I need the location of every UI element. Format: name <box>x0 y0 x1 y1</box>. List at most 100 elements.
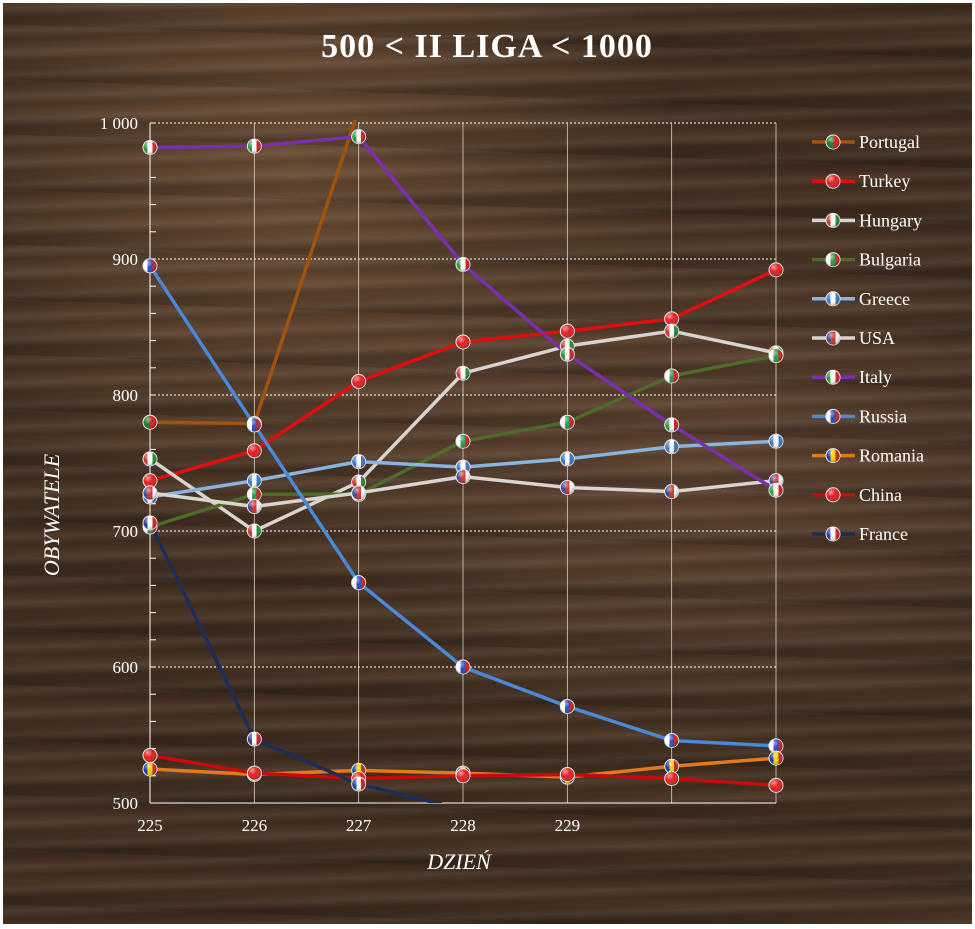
legend-item-hungary[interactable]: Hungary <box>812 210 922 230</box>
data-point-russia[interactable] <box>455 659 471 675</box>
data-point-russia[interactable] <box>664 732 680 748</box>
data-point-russia[interactable] <box>768 738 784 754</box>
legend-flag-icon[interactable] <box>825 173 841 189</box>
legend-label: Bulgaria <box>859 250 921 270</box>
data-point-greece[interactable] <box>664 439 680 455</box>
x-tick-label: 225 <box>137 816 163 835</box>
data-point-russia[interactable] <box>142 258 158 274</box>
legend-item-russia[interactable]: Russia <box>812 406 907 426</box>
legend-item-usa[interactable]: USA <box>812 328 895 348</box>
x-tick-label: 229 <box>555 816 581 835</box>
data-point-italy[interactable] <box>455 256 471 272</box>
data-point-hungary[interactable] <box>142 451 158 467</box>
legend-item-china[interactable]: China <box>812 485 902 505</box>
data-point-italy[interactable] <box>142 139 158 155</box>
data-point-portugal[interactable] <box>142 414 158 430</box>
data-point-russia[interactable] <box>559 698 575 714</box>
data-point-bulgaria[interactable] <box>768 348 784 364</box>
legend-label: Russia <box>859 406 907 426</box>
legend-item-greece[interactable]: Greece <box>812 289 910 309</box>
data-point-greece[interactable] <box>559 451 575 467</box>
legend-flag-icon[interactable] <box>825 369 841 385</box>
legend-item-turkey[interactable]: Turkey <box>812 171 910 191</box>
legend-item-france[interactable]: France <box>812 524 908 544</box>
data-point-usa[interactable] <box>455 469 471 485</box>
data-point-usa[interactable] <box>142 485 158 501</box>
legend-flag-icon[interactable] <box>825 134 841 150</box>
data-point-romania[interactable] <box>142 761 158 777</box>
data-point-greece[interactable] <box>351 454 367 470</box>
data-point-bulgaria[interactable] <box>246 486 262 502</box>
x-tick-label: 228 <box>450 816 476 835</box>
data-point-bulgaria[interactable] <box>559 414 575 430</box>
legend-flag-icon[interactable] <box>825 330 841 346</box>
data-point-china[interactable] <box>768 777 784 793</box>
data-point-hungary[interactable] <box>351 474 367 490</box>
data-point-france[interactable] <box>351 776 367 792</box>
x-tick-label: 227 <box>346 816 372 835</box>
data-point-bulgaria[interactable] <box>664 368 680 384</box>
data-point-usa[interactable] <box>246 499 262 515</box>
data-point-russia[interactable] <box>351 575 367 591</box>
data-point-china[interactable] <box>455 768 471 784</box>
legend-label: Turkey <box>859 171 910 191</box>
data-point-hungary[interactable] <box>455 365 471 381</box>
legend-flag-icon[interactable] <box>825 526 841 542</box>
legend-label: Hungary <box>859 210 922 230</box>
legend-label: USA <box>859 328 895 348</box>
data-point-romania[interactable] <box>664 758 680 774</box>
data-point-china[interactable] <box>664 771 680 787</box>
data-point-usa[interactable] <box>559 479 575 495</box>
y-tick-label: 800 <box>113 386 139 405</box>
data-point-turkey[interactable] <box>455 334 471 350</box>
data-point-china[interactable] <box>559 766 575 782</box>
data-point-greece[interactable] <box>246 473 262 489</box>
legend-item-bulgaria[interactable]: Bulgaria <box>812 250 921 270</box>
series-line-france <box>148 522 443 803</box>
x-axis: 225 226 227 228 229 <box>137 802 776 835</box>
data-point-hungary[interactable] <box>664 323 680 339</box>
data-point-italy[interactable] <box>559 346 575 362</box>
legend-flag-icon[interactable] <box>825 212 841 228</box>
data-point-turkey[interactable] <box>768 262 784 278</box>
data-point-usa[interactable] <box>664 484 680 500</box>
data-point-italy[interactable] <box>664 417 680 433</box>
legend-label: China <box>859 485 902 505</box>
data-point-italy[interactable] <box>768 482 784 498</box>
data-point-turkey[interactable] <box>664 311 680 327</box>
data-point-russia[interactable] <box>246 417 262 433</box>
line-chart: 500 < II LIGA < 1000 500 600 700 800 900 1 00… <box>39 28 924 874</box>
x-tick-label: 226 <box>242 816 268 835</box>
legend-label: Greece <box>859 289 910 309</box>
y-tick-label: 1 000 <box>100 114 138 133</box>
x-axis-label: DZIEŃ <box>426 849 492 874</box>
data-point-turkey[interactable] <box>142 473 158 489</box>
legend-flag-icon[interactable] <box>825 487 841 503</box>
y-tick-label: 500 <box>113 794 139 813</box>
y-axis-label: OBYWATELE <box>39 453 64 576</box>
data-point-usa[interactable] <box>351 485 367 501</box>
y-tick-label: 900 <box>113 250 139 269</box>
legend-flag-icon[interactable] <box>825 252 841 268</box>
data-point-france[interactable] <box>246 731 262 747</box>
data-point-france[interactable] <box>142 515 158 531</box>
data-point-china[interactable] <box>246 765 262 781</box>
data-point-italy[interactable] <box>351 129 367 145</box>
legend-item-romania[interactable]: Romania <box>812 446 924 466</box>
data-point-italy[interactable] <box>246 138 262 154</box>
data-point-greece[interactable] <box>768 433 784 449</box>
data-point-romania[interactable] <box>768 750 784 766</box>
legend-flag-icon[interactable] <box>825 291 841 307</box>
legend-item-italy[interactable]: Italy <box>812 367 892 387</box>
legend-flag-icon[interactable] <box>825 448 841 464</box>
data-point-china[interactable] <box>142 747 158 763</box>
legend-label: France <box>859 524 908 544</box>
data-point-turkey[interactable] <box>559 323 575 339</box>
legend-item-portugal[interactable]: Portugal <box>812 132 920 152</box>
data-point-bulgaria[interactable] <box>455 433 471 449</box>
data-point-turkey[interactable] <box>351 373 367 389</box>
data-point-hungary[interactable] <box>246 523 262 539</box>
y-tick-label: 700 <box>113 522 139 541</box>
legend-flag-icon[interactable] <box>825 408 841 424</box>
data-point-turkey[interactable] <box>246 443 262 459</box>
